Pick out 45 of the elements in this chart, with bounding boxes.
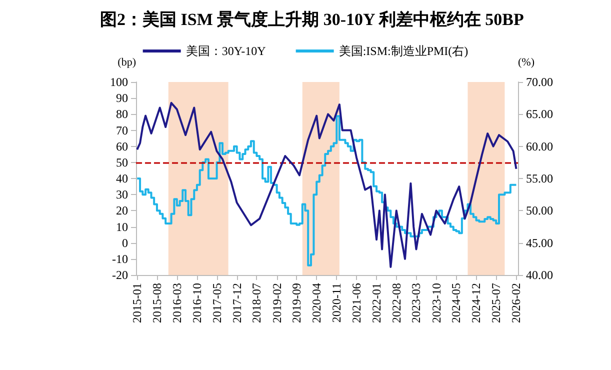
x-tick-label: 2019-09 xyxy=(290,283,304,323)
x-tick-label: 2023-10 xyxy=(429,283,444,323)
y-tick-label: 20 xyxy=(116,204,128,218)
x-tick-label: 2017-12 xyxy=(230,283,244,323)
y-tick-label: 90 xyxy=(116,91,128,106)
y2-tick-label: 45.00 xyxy=(526,236,553,250)
y-axis-title: (bp) xyxy=(118,56,136,68)
x-tick-label: 2016-10 xyxy=(190,283,204,323)
x-tick-label: 2022-08 xyxy=(389,283,404,323)
y2-tick-label: 55.00 xyxy=(526,172,553,186)
y2-tick-label: 50.00 xyxy=(526,204,553,218)
y-tick-label: 10 xyxy=(116,220,128,234)
x-tick-label: 2022-01 xyxy=(370,283,384,323)
y2-tick-label: 40.00 xyxy=(526,268,553,282)
chart-title: 图2：美国 ISM 景气度上升期 30-10Y 利差中枢约在 50BP xyxy=(100,10,524,29)
x-tick-label: 2016-03 xyxy=(170,283,184,323)
y-tick-label: 40 xyxy=(116,172,128,186)
y-tick-label: 70 xyxy=(116,123,128,138)
y-tick-label: -10 xyxy=(112,252,128,266)
x-tick-label: 2023-03 xyxy=(409,283,424,323)
x-tick-label: 2025-07 xyxy=(489,283,504,323)
y-tick-label: 100 xyxy=(110,75,128,89)
y-tick-label: 30 xyxy=(116,188,128,202)
legend-label: 美国：30Y-10Y xyxy=(186,44,266,58)
x-tick-label: 2026-02 xyxy=(509,283,524,323)
y-tick-label: -20 xyxy=(112,268,128,282)
x-tick-label: 2019-02 xyxy=(270,283,284,323)
x-tick-label: 2018-07 xyxy=(250,283,264,323)
x-tick-label: 2020-11 xyxy=(330,283,344,323)
y-tick-label: 80 xyxy=(116,107,128,122)
x-tick-label: 2021-06 xyxy=(349,283,364,323)
x-tick-label: 2020-04 xyxy=(310,283,324,323)
y2-axis-title: (%) xyxy=(518,56,535,68)
y2-tick-label: 65.00 xyxy=(526,107,553,122)
x-tick-label: 2015-01 xyxy=(130,283,144,323)
x-tick-label: 2024-12 xyxy=(469,283,484,323)
x-tick-label: 2024-05 xyxy=(449,283,464,323)
x-tick-label: 2015-08 xyxy=(150,283,164,323)
y-tick-label: 50 xyxy=(116,155,128,170)
y-tick-label: 0 xyxy=(122,236,128,250)
y2-tick-label: 70.00 xyxy=(526,75,553,89)
y-tick-label: 60 xyxy=(116,139,128,154)
y2-tick-label: 60.00 xyxy=(526,139,553,154)
x-tick-label: 2017-05 xyxy=(210,283,224,323)
legend-label: 美国:ISM:制造业PMI(右) xyxy=(338,44,468,58)
